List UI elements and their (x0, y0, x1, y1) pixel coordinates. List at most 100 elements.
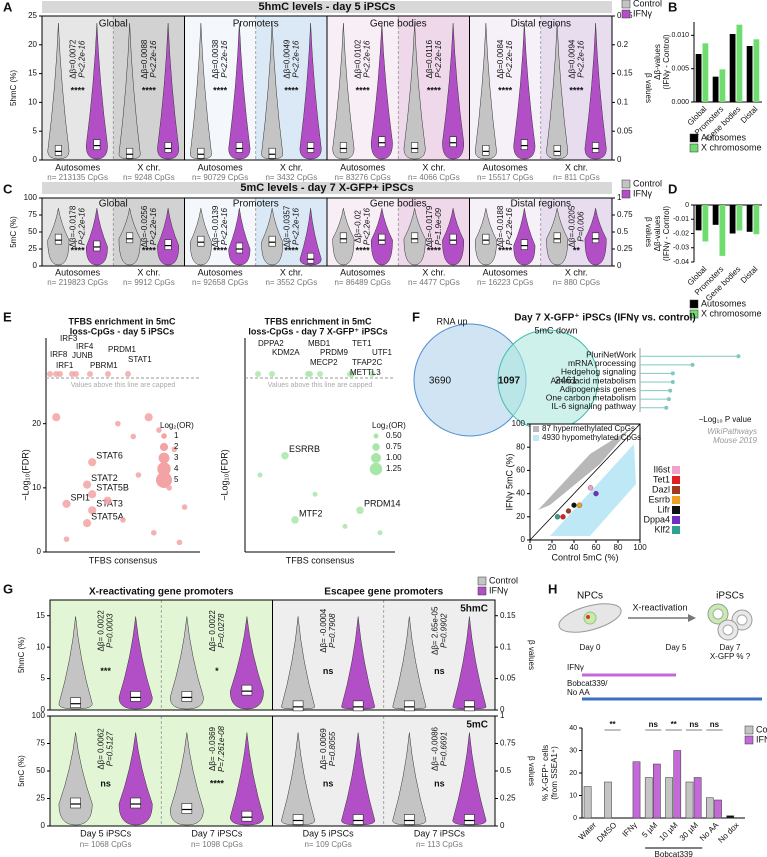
group-title: Distal regions (510, 19, 571, 30)
y2-tick-label: 0.1 (617, 98, 629, 107)
violin (261, 23, 284, 160)
x-tick-label: X chr. (280, 162, 303, 172)
plot-frame (49, 599, 496, 711)
y-axis-label: (from SSEA1⁺) (550, 746, 559, 800)
point (181, 504, 188, 510)
violin (157, 23, 180, 160)
y-axis-label: IFNγ 5mC (%) (504, 454, 514, 511)
n-label: n= 92658 CpGs (192, 278, 248, 287)
legend-title: Log₂(OR) (372, 421, 406, 430)
legend-swatch (672, 496, 680, 504)
size-legend (373, 433, 379, 439)
legend-label: Dazl (652, 484, 670, 494)
count: 3690 (429, 376, 452, 387)
violin (228, 23, 251, 160)
chart-title: 5mC levels - day 7 X-GFP+ iPSCs (240, 182, 413, 194)
arrow-head (688, 614, 696, 622)
point (281, 452, 289, 460)
point (120, 517, 126, 523)
y-tick-label: 10 (569, 792, 577, 799)
n-label: n= 9248 CpGs (123, 173, 175, 182)
box (181, 691, 193, 702)
significance: **** (71, 245, 86, 255)
y-tick-label: 100 (24, 193, 38, 202)
y-tick-label: 15 (36, 611, 45, 620)
panel-letter: G (3, 581, 13, 596)
y-tick-label: 60 (516, 466, 525, 475)
legend-label: IFNγ (633, 8, 652, 18)
n-label: n= 3432 CpGs (265, 173, 317, 182)
y-tick-label: 10 (32, 483, 41, 492)
x-tick-label: Distal (739, 264, 760, 285)
dot (670, 380, 675, 384)
point (171, 446, 178, 453)
box (93, 139, 101, 150)
annotation: 87 hypermethylated CpGs (542, 424, 635, 433)
y-tick-label: 5 (33, 126, 38, 135)
bar (753, 205, 760, 235)
significance: **** (284, 245, 299, 255)
y2-tick-label: 0.5 (500, 766, 512, 775)
term-label: Aminoacid metabolism (550, 375, 636, 385)
box (197, 235, 205, 247)
box (126, 147, 134, 159)
term-label: mRNA processing (568, 358, 636, 368)
p-value: P<2.2e-16 (149, 40, 158, 78)
dot (666, 397, 671, 402)
box (553, 145, 561, 156)
violin (85, 208, 108, 266)
violin (281, 732, 316, 826)
delta-label: Δβ=0.0094 (567, 39, 576, 79)
legend-label: 1.25 (386, 464, 402, 473)
x-tick-label: X chr. (137, 267, 160, 277)
y-axis-label: −Log₁₀(FDR) (20, 449, 30, 501)
point (88, 506, 97, 515)
box (592, 142, 600, 153)
x-axis-label: Control 5mC (%) (551, 552, 618, 562)
group-title: Escapee gene promoters (324, 587, 443, 598)
y-tick-label: 50 (28, 227, 37, 236)
capped-point (105, 371, 111, 377)
legend-label: 0.75 (386, 442, 402, 451)
delta-label: Δβ=-0.0179 (425, 205, 434, 247)
capped-point (307, 371, 313, 377)
y2-tick-label: 0.25 (617, 244, 633, 253)
x-tick-label: Autosomes (483, 267, 529, 277)
n-label: n= 86489 CpGs (334, 278, 390, 287)
legend-swatch (672, 516, 680, 524)
significance: **** (427, 245, 442, 255)
legend-label: 4 (174, 464, 179, 473)
y-tick-label: 0 (573, 815, 577, 822)
capped-label: METTL3 (350, 368, 381, 377)
bar (746, 46, 753, 102)
significance: ** (671, 720, 678, 729)
significance: ** (609, 720, 616, 729)
delta-label: Δβ=0.0084 (496, 39, 505, 79)
x-tick-label: No dox (716, 821, 740, 845)
y-tick-label: 75 (36, 739, 45, 748)
x-tick-label: 40 (570, 543, 579, 552)
p-value: P=0.0003 (106, 613, 115, 648)
group-title: X-reactivating gene promoters (89, 587, 234, 598)
size-legend (158, 452, 170, 464)
bar (673, 750, 682, 819)
legend-swatch (689, 133, 699, 143)
y2-tick-label: 0.2 (617, 40, 629, 49)
box (378, 233, 386, 245)
legend-swatch (621, 0, 631, 9)
gene-point (587, 485, 594, 491)
capped-point (269, 371, 275, 377)
legend-swatch (744, 725, 754, 735)
size-legend (369, 462, 383, 476)
point (88, 458, 97, 467)
legend-swatch (621, 9, 631, 19)
legend-label: Il6st (653, 464, 670, 474)
violin (157, 208, 180, 266)
delta-label: Δβ=-0.0205 (567, 205, 576, 247)
significance: **** (427, 85, 442, 95)
bar (726, 815, 735, 819)
legend-label: Tet1 (653, 474, 670, 484)
significance: ns (710, 720, 720, 729)
p-value: P<2.2e-16 (220, 40, 229, 78)
